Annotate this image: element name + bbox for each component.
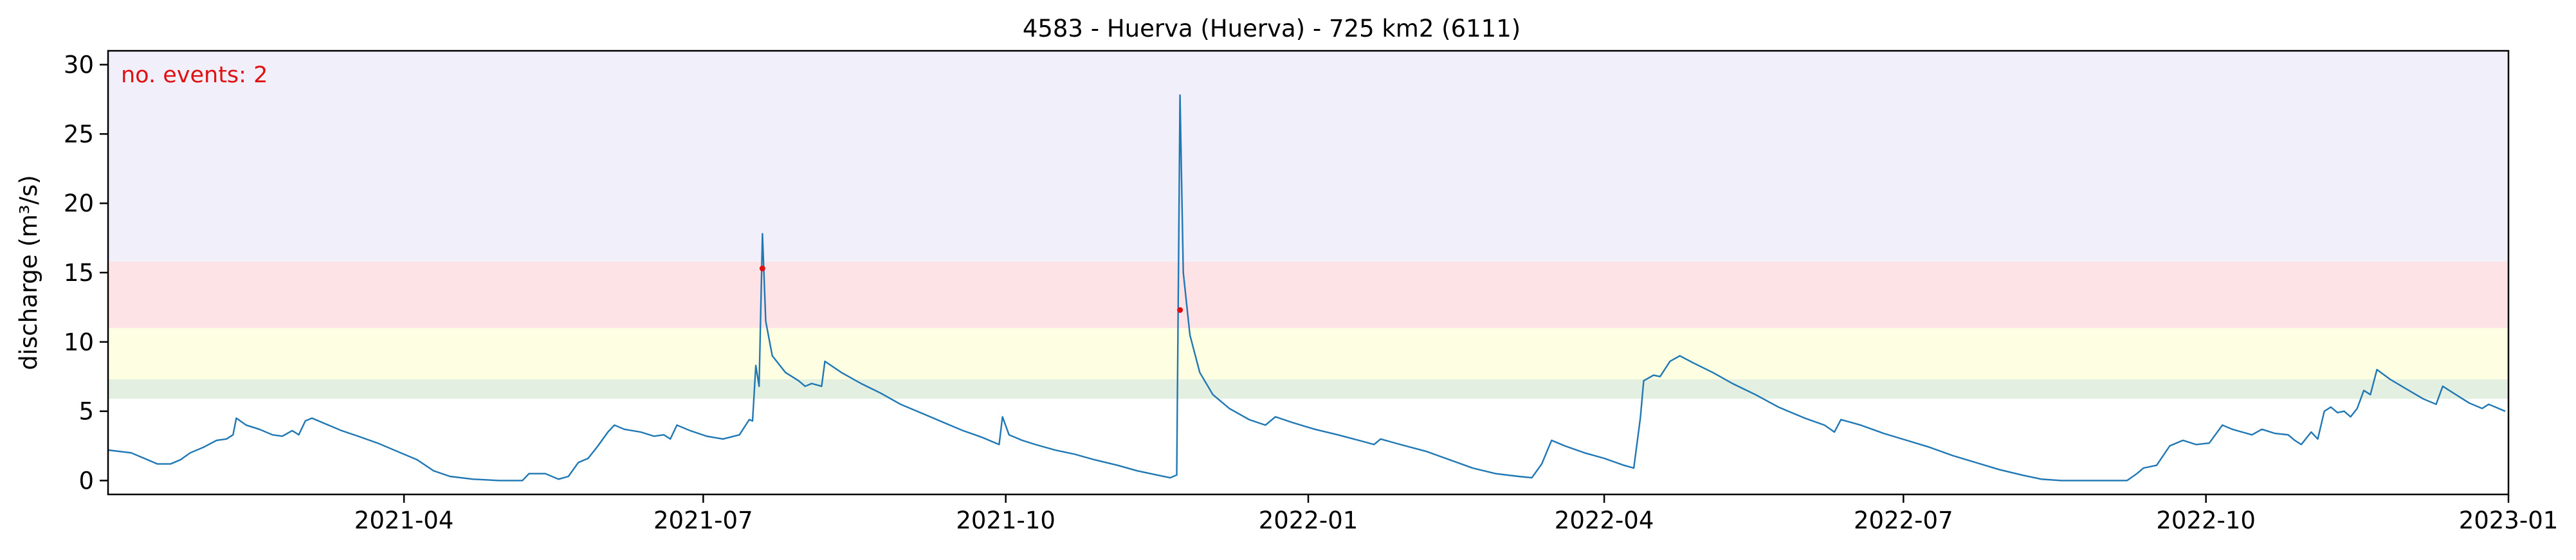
x-tick-label: 2021-07 (653, 507, 753, 534)
chart-title: 4583 - Huerva (Huerva) - 725 km2 (6111) (1023, 15, 1521, 42)
x-tick-label: 2022-01 (1259, 507, 1358, 534)
y-tick-label: 10 (64, 329, 94, 356)
y-tick-label: 0 (78, 467, 94, 494)
y-axis: 0 5 10 15 20 25 30 (64, 51, 108, 494)
data-series (107, 94, 2506, 482)
x-tick-label: 2022-04 (1555, 507, 1654, 534)
discharge-line (107, 94, 2506, 482)
y-tick-label: 25 (64, 120, 94, 148)
threshold-band (108, 261, 2508, 329)
x-tick-label: 2022-10 (2156, 507, 2256, 534)
event-marker (1177, 307, 1183, 313)
x-tick-label: 2023-01 (2459, 507, 2559, 534)
x-tick-label: 2021-04 (354, 507, 454, 534)
threshold-band (108, 328, 2508, 380)
x-tick-label: 2021-10 (956, 507, 1055, 534)
event-marker (759, 266, 765, 272)
y-tick-label: 5 (78, 398, 94, 426)
y-tick-label: 20 (64, 190, 94, 217)
threshold-band (108, 51, 2508, 262)
x-axis: 2021-04 2021-07 2021-10 2022-01 2022-04 2022-… (354, 494, 2558, 534)
y-tick-label: 15 (64, 259, 94, 287)
events-annotation: no. events: 2 (121, 62, 268, 88)
y-tick-label: 30 (64, 51, 94, 79)
y-axis-label: discharge (m³/s) (15, 175, 42, 370)
x-tick-label: 2022-07 (1854, 507, 1953, 534)
threshold-band (108, 379, 2508, 399)
threshold-bands (108, 51, 2508, 399)
event-markers (759, 266, 1183, 313)
